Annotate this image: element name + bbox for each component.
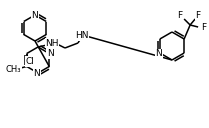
Text: N: N: [32, 10, 38, 19]
Text: HN: HN: [75, 31, 89, 40]
Text: CH₃: CH₃: [6, 65, 22, 74]
Text: N: N: [47, 49, 54, 58]
Text: NH: NH: [45, 39, 59, 47]
Text: F: F: [178, 10, 183, 19]
Text: F: F: [196, 10, 201, 19]
Text: Cl: Cl: [25, 57, 34, 66]
Text: F: F: [201, 23, 207, 31]
Text: N: N: [34, 68, 40, 77]
Text: N: N: [155, 50, 162, 58]
